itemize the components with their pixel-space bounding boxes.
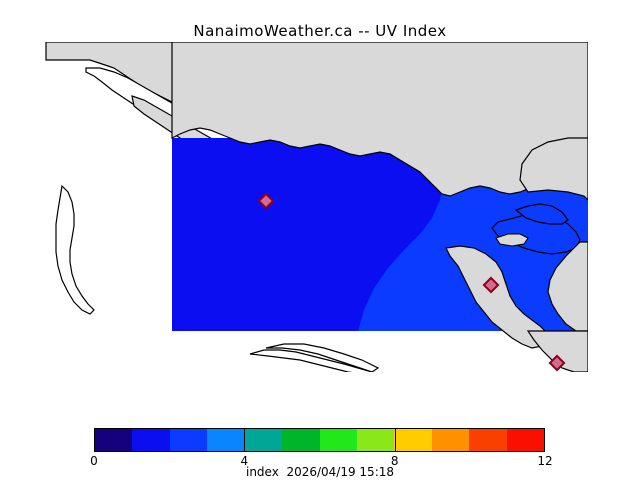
- southeast-land: [526, 330, 588, 372]
- north-channel-water: [514, 203, 569, 225]
- map-canvas: [28, 42, 588, 372]
- diamond-icon: [548, 354, 566, 372]
- colorbar-swatch-10: [469, 429, 507, 451]
- south-island-1: [249, 349, 375, 372]
- colorbar-swatch-11: [506, 429, 545, 451]
- station-markers[interactable]: [257, 192, 566, 372]
- far-east-land: [547, 241, 588, 332]
- page-title: NanaimoWeather.ca -- UV Index: [193, 22, 447, 40]
- colorbar-swatches[interactable]: [94, 428, 545, 452]
- colorbar-swatch-2: [169, 429, 208, 451]
- colorbar-swatch-0: [95, 429, 133, 451]
- colorbar-swatch-9: [431, 429, 470, 451]
- colorbar-label-0: 0: [90, 454, 98, 468]
- colorbar-label-4: 4: [240, 454, 249, 468]
- colorbar-label-8: 8: [390, 454, 399, 468]
- colorbar-swatch-4: [244, 429, 283, 451]
- diamond-icon: [482, 276, 500, 294]
- colorbar-swatch-6: [319, 429, 357, 451]
- colorbar-swatch-1: [132, 429, 170, 451]
- colorbar-label-12: 12: [537, 454, 553, 468]
- southern-island-outlines: [249, 343, 380, 372]
- station-marker-central[interactable]: [482, 276, 500, 294]
- colorbar-tick-8: [394, 428, 396, 452]
- colorbar-swatch-5: [282, 429, 320, 451]
- colorbar[interactable]: [94, 428, 551, 458]
- diamond-icon: [257, 192, 275, 210]
- station-marker-southeast[interactable]: [548, 354, 566, 372]
- colorbar-tick-4: [244, 428, 246, 452]
- south-island-2: [265, 343, 380, 372]
- map-panel[interactable]: [28, 42, 588, 372]
- west-island-outline: [55, 184, 95, 315]
- east-land-wedge: [519, 137, 588, 201]
- station-marker-northwest[interactable]: [257, 192, 275, 210]
- channel-islet: [495, 233, 529, 247]
- colorbar-swatch-7: [356, 429, 395, 451]
- land-overlay: [171, 42, 588, 372]
- colorbar-caption: index 2026/04/19 15:18: [245, 465, 395, 479]
- colorbar-swatch-3: [207, 429, 245, 451]
- colorbar-swatch-8: [394, 429, 432, 451]
